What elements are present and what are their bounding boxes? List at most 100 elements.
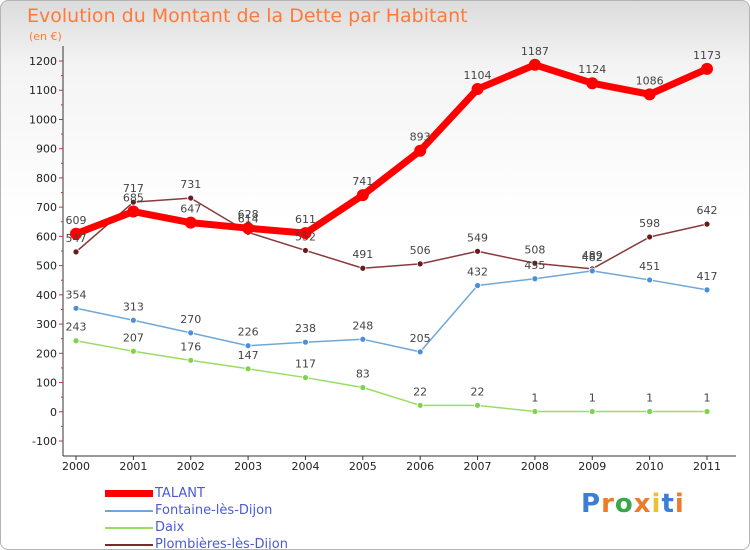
x-tick-label: 2001	[119, 460, 147, 473]
data-label: 432	[467, 265, 488, 278]
data-label: 552	[295, 230, 316, 243]
data-point	[244, 365, 252, 373]
x-tick-label: 2006	[406, 460, 434, 473]
data-point	[528, 58, 541, 71]
data-point	[646, 408, 654, 415]
data-label: 1104	[464, 69, 492, 82]
x-tick-label: 2009	[578, 460, 606, 473]
data-label: 1187	[521, 45, 549, 58]
data-label: 598	[639, 217, 660, 230]
legend-item: Plombières-lès-Dijon	[105, 536, 288, 550]
data-label: 451	[639, 260, 660, 273]
series-line-Daix	[75, 340, 707, 413]
data-label: 1086	[636, 74, 664, 87]
series-line-Plombières-lès-Dijon	[75, 197, 708, 270]
data-point	[586, 77, 599, 90]
y-tick-label: 1200	[29, 55, 57, 68]
logo-letter: r	[601, 489, 615, 519]
data-point	[474, 247, 481, 255]
chart-title: Evolution du Montant de la Dette par Hab…	[27, 5, 468, 27]
legend-item: Daix	[105, 519, 288, 536]
y-tick-label: 500	[36, 260, 57, 273]
data-point	[70, 227, 82, 240]
x-tick-label: 2002	[177, 460, 205, 473]
x-tick-label: 2008	[521, 460, 549, 473]
data-point	[244, 342, 252, 350]
data-point	[187, 356, 195, 364]
data-point	[242, 222, 255, 235]
logo-letter: x	[633, 489, 652, 519]
data-point	[646, 233, 654, 241]
data-point	[531, 408, 539, 415]
data-label: 117	[295, 358, 316, 371]
data-point	[302, 374, 309, 381]
data-label: 717	[123, 182, 144, 195]
data-point	[414, 144, 427, 157]
data-point	[643, 88, 656, 101]
data-point	[129, 316, 137, 324]
data-point	[359, 335, 367, 343]
data-label: 741	[352, 175, 373, 188]
data-point	[531, 259, 539, 267]
data-label: 1	[589, 391, 596, 404]
y-tick-label: 600	[36, 230, 57, 243]
legend-item: TALANT	[105, 485, 288, 502]
x-tick-label: 2010	[636, 460, 664, 473]
data-label: 226	[238, 326, 259, 339]
data-point	[72, 337, 80, 345]
data-label: 270	[180, 313, 201, 326]
data-label: 238	[295, 322, 316, 335]
y-tick-label: 1100	[29, 84, 57, 97]
data-point	[474, 282, 481, 289]
data-label: 455	[524, 259, 545, 272]
data-point	[646, 276, 654, 284]
data-point	[588, 267, 596, 275]
data-label: 611	[295, 213, 316, 226]
data-point	[72, 248, 80, 256]
data-label: 893	[410, 131, 431, 144]
data-label: 489	[582, 249, 603, 262]
data-point	[416, 401, 424, 409]
data-label: 642	[697, 204, 718, 217]
series-line-Fontaine-lès-Dijon	[75, 270, 708, 353]
data-label: 1	[646, 391, 653, 404]
logo-letter: i	[674, 489, 685, 519]
legend-item: Fontaine-lès-Dijon	[105, 502, 288, 519]
legend-swatch	[105, 509, 153, 512]
data-point	[531, 275, 539, 283]
proxiti-logo: Proxiti	[581, 489, 685, 519]
data-label: 22	[471, 385, 485, 398]
data-label: 547	[66, 232, 87, 245]
x-tick-label: 2011	[693, 460, 721, 473]
data-label: 628	[238, 208, 259, 221]
y-tick-label: 0	[50, 406, 57, 419]
y-tick-label: 700	[36, 201, 57, 214]
legend-label: Plombières-lès-Dijon	[155, 537, 288, 550]
data-point	[703, 408, 711, 415]
data-label: 176	[180, 340, 201, 353]
data-label: 491	[352, 248, 373, 261]
data-point	[359, 384, 367, 391]
data-point	[471, 83, 484, 96]
y-tick-label: 1000	[29, 113, 57, 126]
data-point	[129, 347, 137, 355]
data-label: 354	[66, 288, 87, 301]
data-label: 417	[697, 270, 718, 283]
data-point	[703, 220, 711, 228]
data-label: 731	[180, 178, 201, 191]
chart-subtitle: (en €)	[29, 30, 62, 43]
data-point	[416, 260, 424, 268]
data-point	[588, 408, 596, 415]
logo-letter: P	[581, 489, 602, 519]
data-point	[359, 264, 367, 272]
legend-label: Fontaine-lès-Dijon	[155, 503, 273, 518]
data-label: 243	[66, 321, 87, 334]
data-label: 508	[524, 243, 545, 256]
data-label: 1124	[578, 63, 606, 76]
data-label: 609	[66, 214, 87, 227]
data-point	[187, 329, 195, 337]
y-tick-label: 800	[36, 172, 57, 185]
chart-legend: TALANT Fontaine-lès-Dijon Daix Plombières-l…	[105, 485, 288, 550]
